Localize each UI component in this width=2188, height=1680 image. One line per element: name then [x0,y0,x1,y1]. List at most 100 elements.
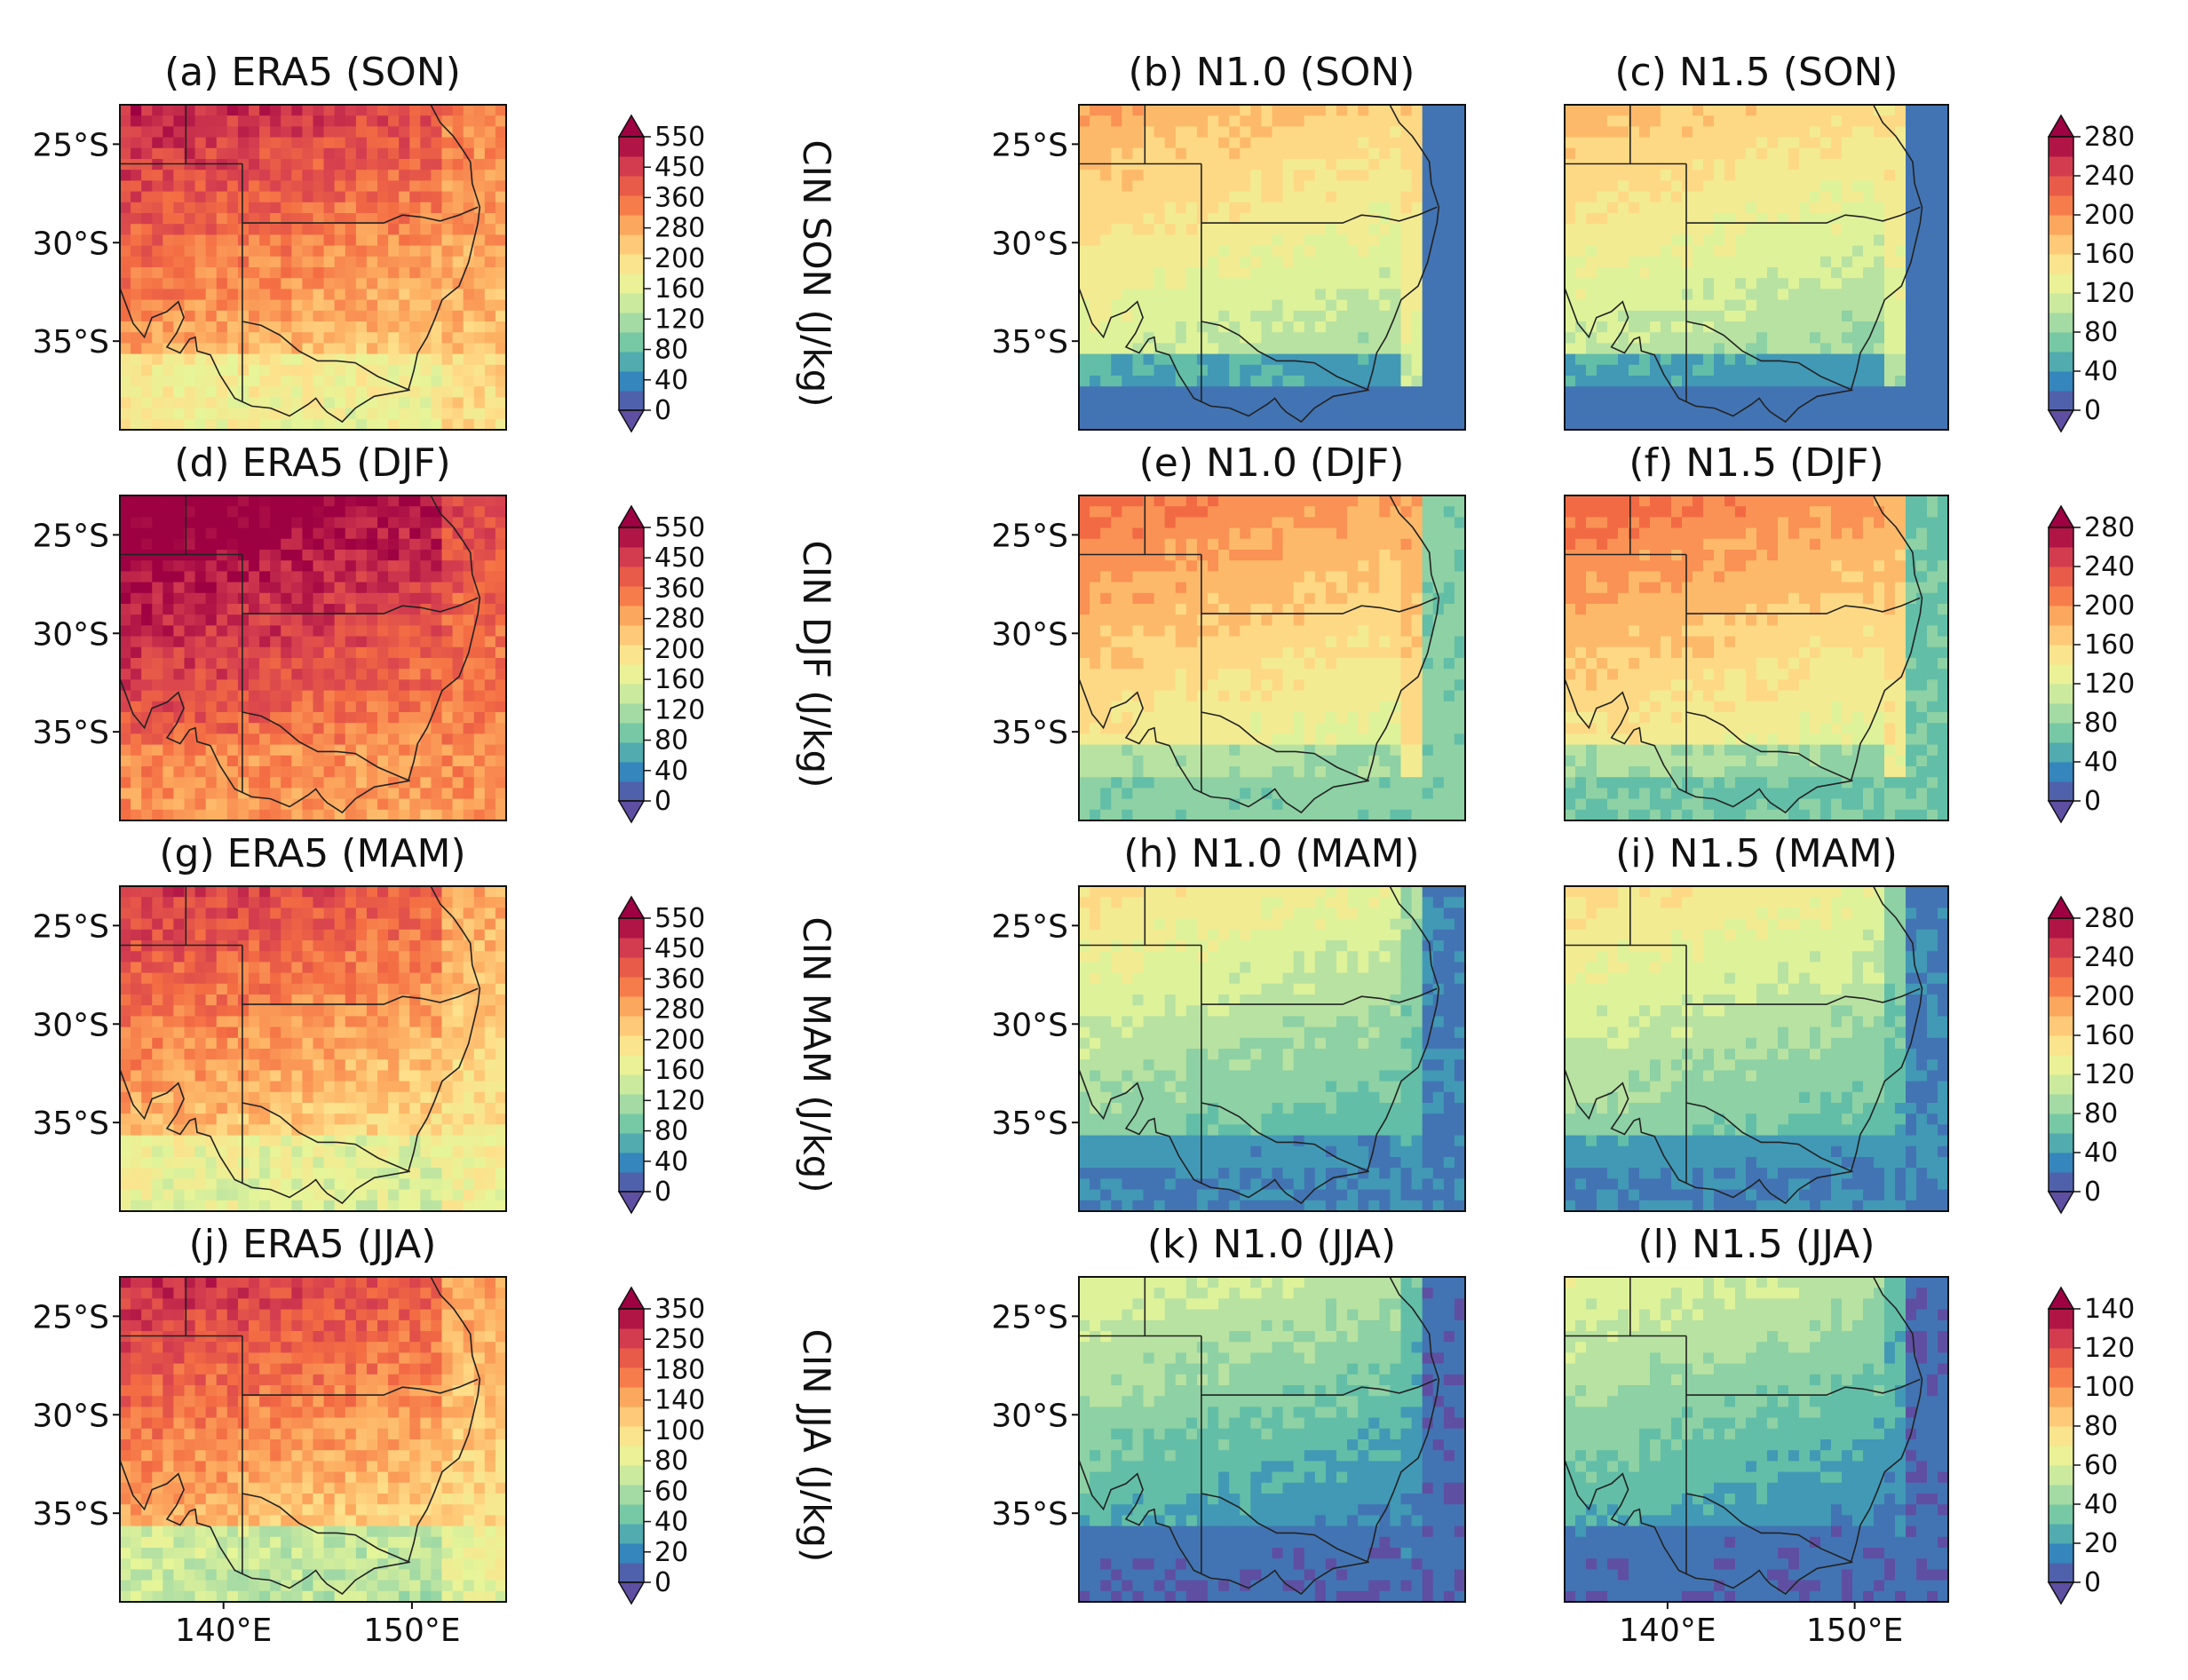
heatmap-cell [1756,408,1768,420]
heatmap-cell [1079,592,1090,605]
heatmap-cell [194,712,207,724]
heatmap-cell [1153,115,1166,127]
heatmap-cell [1810,256,1821,268]
heatmap-cell [1586,202,1597,214]
heatmap-cell [237,798,250,811]
heatmap-cell [334,397,346,409]
heatmap-cell [1153,267,1166,279]
heatmap-cell [473,115,486,127]
heatmap-cell [205,766,218,778]
heatmap-cell [441,625,454,638]
heatmap-cell [452,495,464,507]
heatmap-cell [377,755,389,767]
heatmap-cell [1293,191,1305,203]
heatmap-cell [131,527,142,540]
heatmap-cell [1196,604,1209,615]
heatmap-cell [1746,267,1757,279]
colorbar-segment [619,195,644,216]
heatmap-cell [1565,137,1576,149]
heatmap-cell [366,408,378,420]
heatmap-cell [463,614,475,626]
heatmap-cell [1799,137,1811,149]
heatmap-cell [431,646,443,659]
heatmap-cell [120,625,131,638]
heatmap-cell [1100,278,1112,289]
heatmap-cell [1272,343,1284,355]
heatmap-cell [302,690,314,702]
heatmap-cell [334,147,346,160]
heatmap-cell [216,332,228,344]
heatmap-cell [1650,105,1661,116]
heatmap-cell [1788,224,1800,235]
heatmap-cell [1358,495,1369,507]
heatmap-cell [1390,538,1402,551]
heatmap-cell [216,798,228,811]
heatmap-cell [291,582,304,594]
heatmap-cell [355,256,368,268]
heatmap-cell [1454,592,1465,605]
heatmap-cell [1208,170,1219,181]
heatmap-cell [1208,224,1219,235]
heatmap-cell [1304,180,1316,193]
heatmap-cell [194,213,207,225]
heatmap-cell [194,690,207,702]
heatmap-cell [1714,213,1725,225]
map-frame [119,104,507,431]
heatmap-cell [484,712,496,724]
heatmap-cell [1240,625,1251,638]
heatmap-cell [1714,159,1725,170]
heatmap-cell [1122,571,1134,583]
heatmap-cell [1703,224,1715,235]
heatmap-cell [1906,376,1917,387]
heatmap-cell [388,170,400,181]
heatmap-cell [1842,105,1853,116]
heatmap-cell [1122,256,1134,268]
heatmap-cell [1250,550,1263,561]
heatmap-cell [173,592,186,605]
heatmap-cell [1895,332,1907,344]
heatmap-cell [1724,364,1736,376]
heatmap-cell [259,105,271,116]
heatmap-cell [1122,245,1134,258]
heatmap-cell [1767,224,1779,235]
heatmap-cell [1175,527,1187,540]
heatmap-cell [1390,267,1402,279]
heatmap-cell [1432,321,1445,333]
heatmap-cell [1185,418,1198,430]
heatmap-cell [131,701,142,713]
heatmap-cell [1164,604,1177,615]
heatmap-cell [1799,321,1811,333]
colorbar-tick-label: 280 [2084,122,2135,153]
heatmap-cell [1175,213,1187,225]
heatmap-cell [1250,115,1263,127]
heatmap-cell [1597,256,1608,268]
heatmap-cell [377,353,389,366]
heatmap-cell [1358,397,1369,409]
heatmap-cell [237,115,250,127]
heatmap-cell [1122,625,1134,638]
heatmap-cell [270,191,281,203]
heatmap-cell [1454,408,1465,420]
heatmap-cell [1586,137,1597,149]
heatmap-cell [226,625,239,638]
heatmap-cell [1336,506,1348,518]
y-tick-label: 35°S [991,324,1068,361]
heatmap-cell [141,137,153,149]
heatmap-cell [1756,418,1768,430]
heatmap-cell [216,766,228,778]
heatmap-cell [1390,582,1402,594]
heatmap-cell [1282,256,1295,268]
heatmap-cell [259,582,271,594]
heatmap-cell [409,506,421,518]
heatmap-cell [1153,495,1166,507]
heatmap-cell [399,170,410,181]
heatmap-cell [291,646,304,659]
heatmap-cell [205,159,218,170]
heatmap-cell [1272,191,1284,203]
heatmap-cell [1778,397,1789,409]
heatmap-cell [1250,224,1263,235]
heatmap-cell [1607,343,1619,355]
heatmap-cell [1906,332,1917,344]
heatmap-cell [1208,625,1219,638]
heatmap-cell [1682,267,1693,279]
